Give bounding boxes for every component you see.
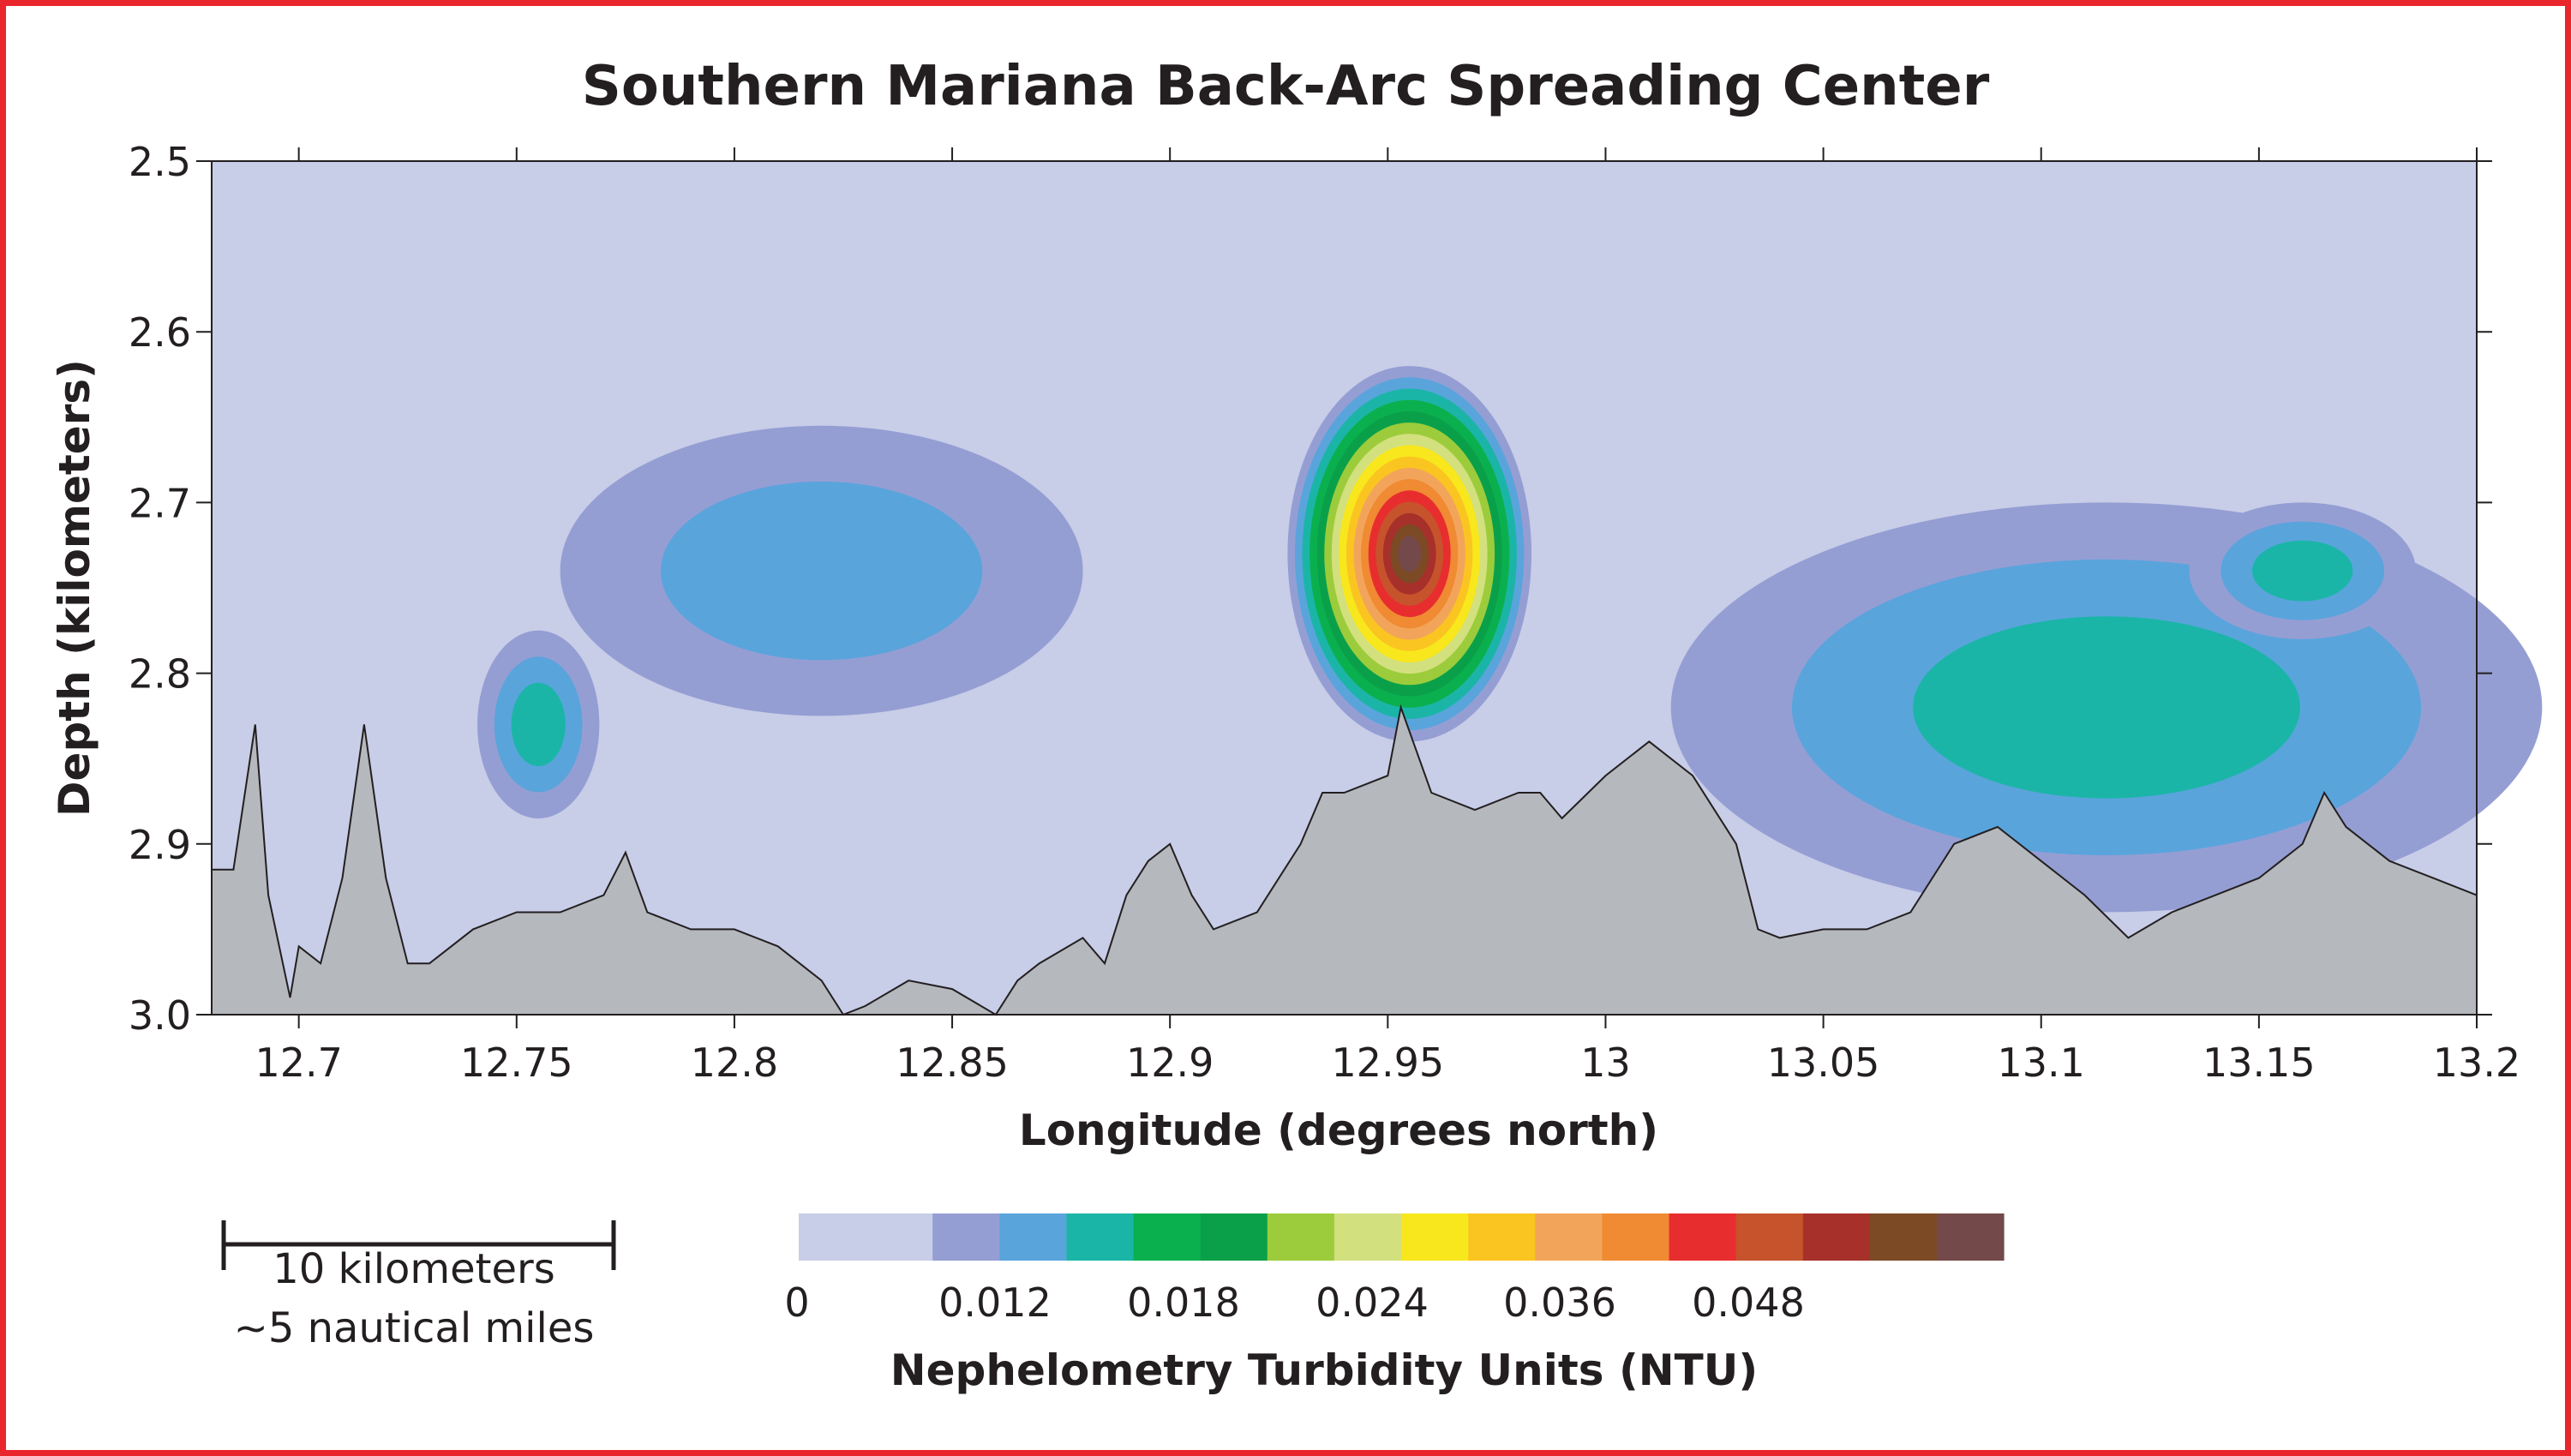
plume-2-level-2 <box>660 481 983 661</box>
y-tick-label: 2.8 <box>129 651 191 698</box>
colorbar-swatch <box>1535 1213 1603 1261</box>
colorbar-swatch <box>1669 1213 1737 1261</box>
seafloor-profile <box>211 704 2478 1016</box>
colorbar-label: 0.012 <box>938 1279 1052 1326</box>
x-axis-label: Longitude (degrees north) <box>1019 1105 1658 1155</box>
plume-4-level-3 <box>1913 616 2300 799</box>
colorbar-swatch <box>1066 1213 1135 1261</box>
colorbar-swatch <box>1133 1213 1202 1261</box>
x-axis: 12.7 12.75 12.8 12.85 12.9 12.95 13 13.05 13.1 13… <box>255 147 2520 1086</box>
y-tick-label: 2.9 <box>129 822 191 868</box>
colorbar-label: 0.036 <box>1503 1279 1616 1326</box>
colorbar-label: 0 <box>784 1279 809 1326</box>
x-tick-label: 13.1 <box>1998 1040 2085 1086</box>
colorbar-swatch <box>1937 1213 2005 1261</box>
x-tick-label: 12.9 <box>1126 1040 1214 1086</box>
plume-3-level-16 <box>1398 536 1422 572</box>
x-tick-label: 13.15 <box>2202 1040 2316 1086</box>
colorbar <box>799 1213 2005 1261</box>
x-tick-label: 12.8 <box>691 1040 778 1086</box>
x-tick-label: 12.85 <box>896 1040 1009 1086</box>
scale-bar: 10 kilometers ~5 nautical miles <box>221 1220 616 1352</box>
colorbar-swatch <box>1468 1213 1536 1261</box>
colorbar-swatch <box>932 1213 1000 1261</box>
y-axis: 2.5 2.6 2.7 2.8 2.9 3.0 <box>129 139 2492 1039</box>
y-axis-label: Depth (kilometers) <box>50 359 99 817</box>
colorbar-labels: 0 0.012 0.018 0.024 0.036 0.048 <box>784 1279 1804 1326</box>
plot-area <box>211 160 2543 1016</box>
colorbar-swatch <box>799 1213 933 1261</box>
chart-title: Southern Mariana Back-Arc Spreading Cent… <box>582 55 1990 118</box>
colorbar-swatch <box>999 1213 1067 1261</box>
plot-border <box>211 160 2478 1016</box>
y-tick-label: 2.5 <box>129 139 191 185</box>
colorbar-label: 0.018 <box>1127 1279 1240 1326</box>
plume-1-level-3 <box>511 682 566 767</box>
x-tick-label: 13 <box>1580 1040 1631 1086</box>
colorbar-swatch <box>1267 1213 1335 1261</box>
plume-1 <box>477 630 600 819</box>
y-tick-label: 2.7 <box>129 480 191 526</box>
colorbar-swatch <box>1869 1213 1938 1261</box>
colorbar-swatch <box>1200 1213 1268 1261</box>
x-tick-label: 13.05 <box>1767 1040 1880 1086</box>
colorbar-label: 0.024 <box>1315 1279 1429 1326</box>
y-tick-label: 2.6 <box>129 309 191 356</box>
colorbar-swatch <box>1735 1213 1804 1261</box>
scale-bar-km-label: 10 kilometers <box>273 1245 555 1293</box>
plume-5-level-3 <box>2252 540 2353 602</box>
colorbar-swatch <box>1333 1213 1402 1261</box>
colorbar-swatch <box>1401 1213 1469 1261</box>
plume-2 <box>560 425 1083 716</box>
colorbar-label: 0.048 <box>1692 1279 1805 1326</box>
colorbar-swatch <box>1602 1213 1669 1261</box>
x-tick-label: 12.75 <box>460 1040 573 1086</box>
plume-3 <box>1287 366 1531 742</box>
colorbar-title: Nephelometry Turbidity Units (NTU) <box>890 1345 1758 1395</box>
x-tick-label: 13.2 <box>2433 1040 2520 1086</box>
x-tick-label: 12.95 <box>1331 1040 1444 1086</box>
plume-5 <box>2189 502 2416 639</box>
colorbar-swatch <box>1802 1213 1871 1261</box>
x-tick-label: 12.7 <box>255 1040 342 1086</box>
y-tick-label: 3.0 <box>129 992 191 1039</box>
scale-bar-nm-label: ~5 nautical miles <box>234 1304 595 1352</box>
